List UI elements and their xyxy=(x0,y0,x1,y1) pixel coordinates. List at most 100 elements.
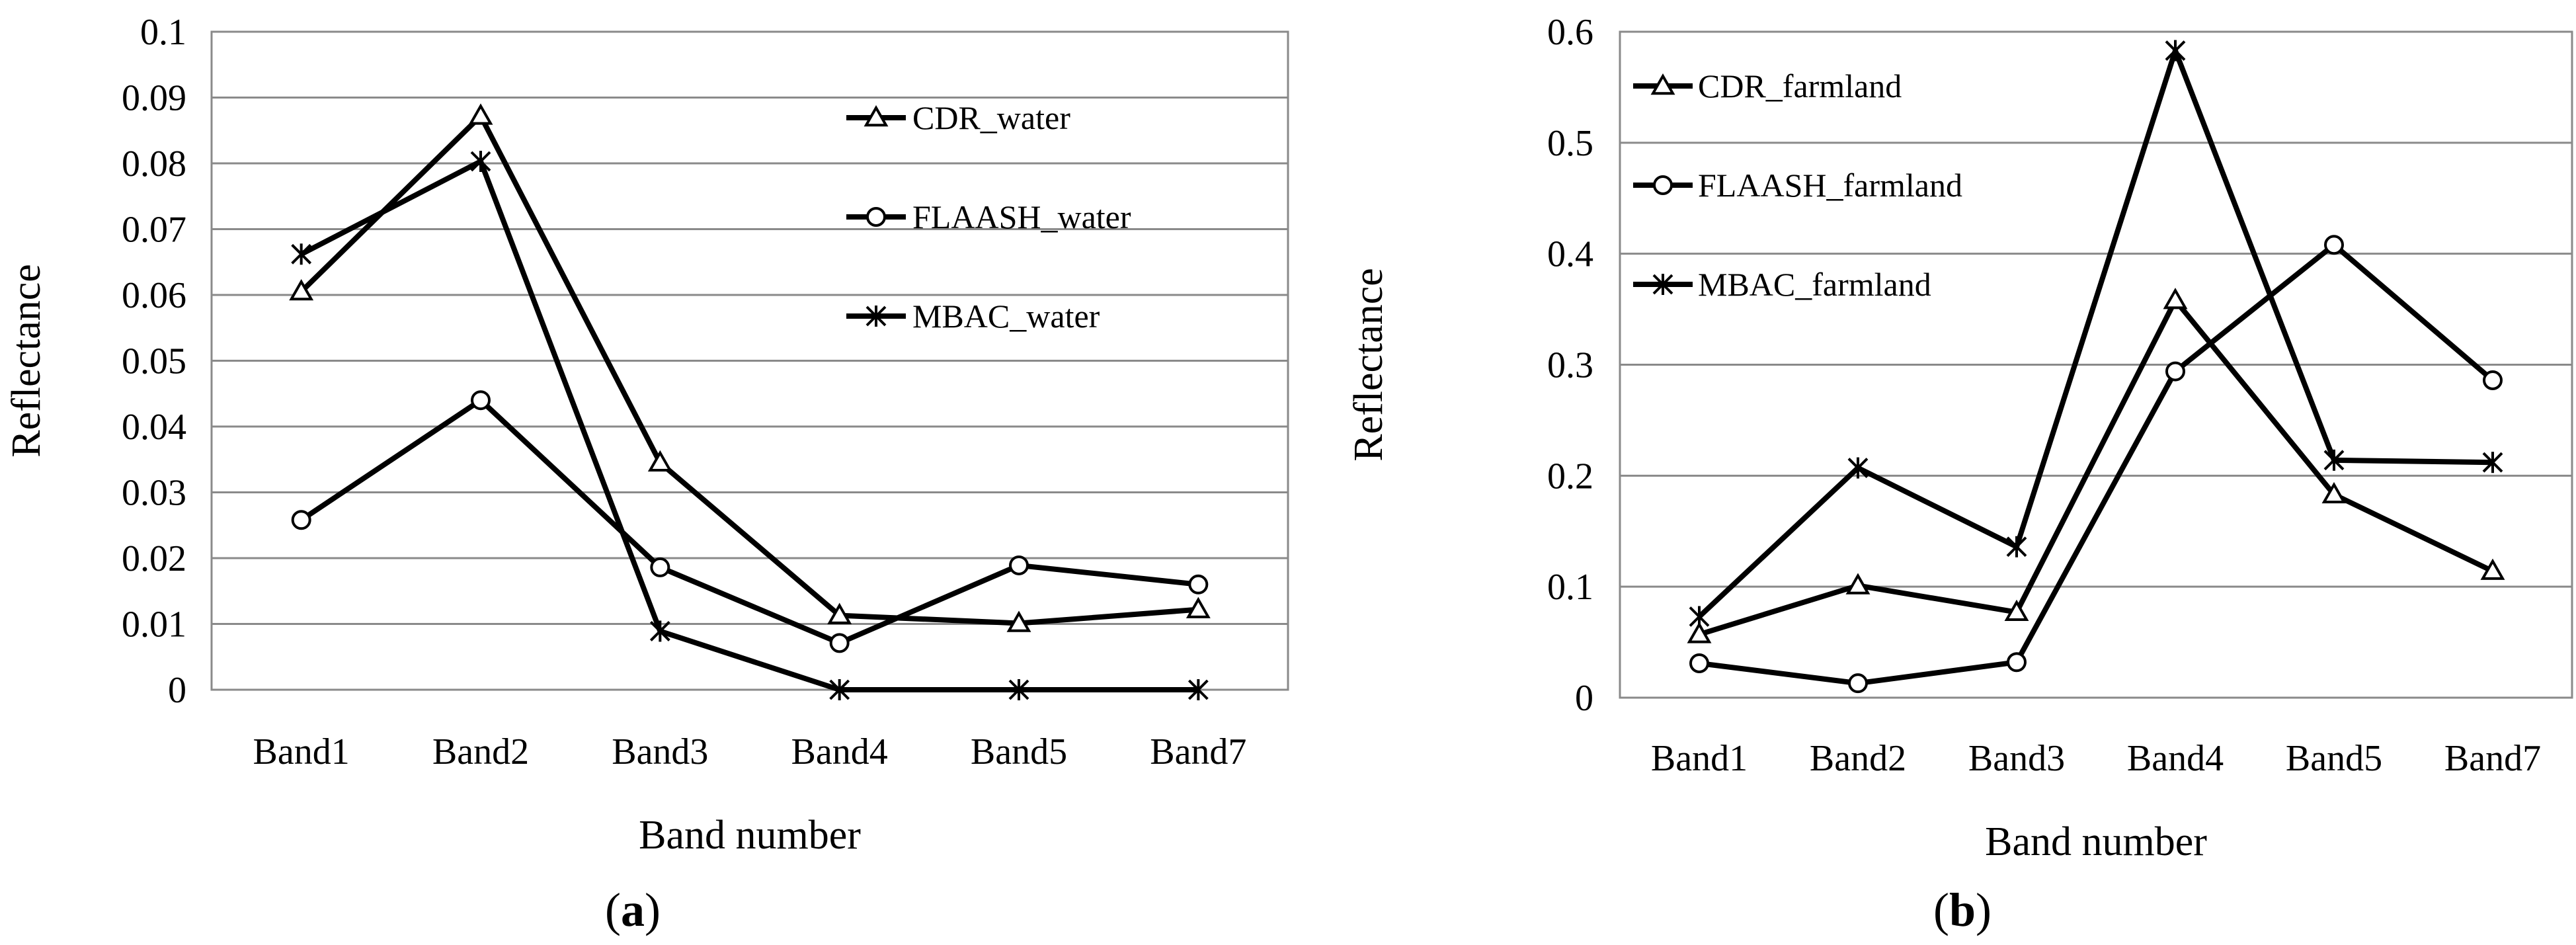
data-point-triangle-marker xyxy=(1845,573,1871,595)
x-tick-label: Band3 xyxy=(612,731,708,772)
chart-a: 0 0.01 0.02 0.03 0.04 0.05 0.06 0.07 0.08 0.09 0.1… xyxy=(4,12,1289,936)
data-point-circle-marker xyxy=(2483,370,2503,390)
y-tick-label: 0.3 xyxy=(1547,345,1593,386)
y-tick-label: 0.01 xyxy=(122,604,186,645)
legend: CDR_water FLAASH_water MBAC_water xyxy=(846,99,1131,335)
legend-item: FLAASH_water xyxy=(846,198,1131,235)
x-tick-label: Band7 xyxy=(1150,731,1246,772)
data-point-triangle-marker xyxy=(468,103,493,125)
x-tick-label: Band2 xyxy=(1810,738,1906,779)
data-point-triangle-marker xyxy=(1687,622,1712,643)
data-point-triangle-marker xyxy=(2163,288,2188,309)
legend-item: FLAASH_farmland xyxy=(1633,167,1962,204)
series-line-CDR_water xyxy=(299,113,1199,626)
x-tick-label: Band7 xyxy=(2444,738,2541,779)
legend-star-marker xyxy=(865,306,887,327)
data-point-triangle-marker xyxy=(2004,599,2029,622)
data-point-star-marker xyxy=(1008,679,1029,700)
data-point-triangle-marker xyxy=(289,278,314,301)
data-point-star-marker xyxy=(291,243,312,265)
legend-circle-marker xyxy=(1653,175,1673,195)
series-FLAASH_water xyxy=(291,390,1209,653)
data-point-star-marker xyxy=(649,620,670,642)
data-point-circle-marker xyxy=(1009,555,1029,575)
legend-item: CDR_water xyxy=(846,99,1070,136)
figure-caption: (b) xyxy=(1933,883,1992,936)
data-point-triangle-marker xyxy=(2480,558,2505,580)
legend-triangle-marker xyxy=(1650,73,1675,95)
data-point-circle-marker xyxy=(2007,652,2027,673)
caption-letter: b xyxy=(1949,883,1976,936)
legend-item: MBAC_farmland xyxy=(1633,266,1931,303)
series-CDR_farmland xyxy=(1687,288,2505,643)
y-tick-label: 0 xyxy=(1575,678,1593,719)
y-tick-label: 0.02 xyxy=(122,538,186,579)
y-axis-title: Reflectance xyxy=(4,264,49,458)
series-line-FLAASH_water xyxy=(300,397,1199,646)
y-tick-label: 0.2 xyxy=(1547,456,1593,497)
legend-label: FLAASH_farmland xyxy=(1698,167,1962,204)
data-point-star-marker xyxy=(1689,606,1710,628)
x-tick-label: Band1 xyxy=(1651,738,1748,779)
x-tick-label: Band5 xyxy=(971,731,1067,772)
y-tick-label: 0.05 xyxy=(122,341,186,382)
series-line-MBAC_water xyxy=(300,159,1199,692)
data-point-circle-marker xyxy=(650,557,670,577)
data-point-star-marker xyxy=(470,151,491,173)
legend: CDR_farmland FLAASH_farmland MBAC_farmland xyxy=(1633,67,1962,303)
y-tick-label: 0.08 xyxy=(122,144,186,185)
y-tick-label: 0.5 xyxy=(1547,123,1593,164)
data-point-star-marker xyxy=(2165,40,2186,62)
series-MBAC_water xyxy=(291,151,1209,700)
legend-star-marker xyxy=(1652,274,1673,295)
data-point-star-marker xyxy=(2006,536,2027,557)
x-axis-title: Band number xyxy=(1985,819,2207,864)
legend-circle-marker xyxy=(866,207,886,227)
series-line-MBAC_farmland xyxy=(1697,48,2493,619)
y-tick-label: 0.09 xyxy=(122,78,186,119)
series-CDR_water xyxy=(289,103,1211,632)
x-tick-label: Band5 xyxy=(2286,738,2382,779)
chart-b: 0 0.1 0.2 0.3 0.4 0.5 0.6 Band1 Band2 Band3 Band4 B… xyxy=(1346,12,2573,936)
x-tick-label: Band1 xyxy=(253,731,350,772)
data-point-circle-marker xyxy=(1848,673,1868,694)
legend-label: CDR_water xyxy=(912,99,1070,136)
caption-letter: a xyxy=(621,883,645,936)
series-FLAASH_farmland xyxy=(1689,235,2503,694)
y-tick-label: 0.03 xyxy=(122,473,186,514)
legend-label: FLAASH_water xyxy=(912,198,1131,235)
y-tick-label: 0.1 xyxy=(140,12,186,53)
y-tick-label: 0.1 xyxy=(1547,567,1593,608)
data-point-circle-marker xyxy=(829,633,850,653)
legend-label: CDR_farmland xyxy=(1698,67,1902,104)
x-tick-label: Band4 xyxy=(2127,738,2224,779)
x-tick-label: Band4 xyxy=(791,731,888,772)
y-axis-title: Reflectance xyxy=(1346,268,1391,462)
data-point-circle-marker xyxy=(2324,235,2344,255)
series-MBAC_farmland xyxy=(1689,40,2503,628)
data-point-triangle-marker xyxy=(1006,610,1031,632)
data-point-circle-marker xyxy=(2165,361,2185,382)
data-point-star-marker xyxy=(829,679,850,700)
legend-triangle-marker xyxy=(864,104,889,127)
y-tick-label: 0.06 xyxy=(122,275,186,316)
legend-item: MBAC_water xyxy=(846,298,1100,335)
y-tick-label: 0.07 xyxy=(122,210,186,251)
series-line-FLAASH_farmland xyxy=(1699,242,2495,686)
data-point-triangle-marker xyxy=(1186,596,1211,618)
x-axis-title: Band number xyxy=(639,813,861,858)
legend-label: MBAC_farmland xyxy=(1698,266,1931,303)
figure-caption: (a) xyxy=(605,883,661,936)
data-point-circle-marker xyxy=(1188,574,1209,595)
data-point-triangle-marker xyxy=(827,602,852,624)
data-point-triangle-marker xyxy=(647,450,672,472)
x-tick-label: Band3 xyxy=(1968,738,2065,779)
data-point-star-marker xyxy=(2323,449,2345,471)
y-tick-label: 0 xyxy=(168,670,186,711)
y-tick-label: 0.04 xyxy=(122,407,186,448)
data-point-star-marker xyxy=(2482,452,2503,473)
data-point-triangle-marker xyxy=(2321,481,2347,504)
series-line-CDR_farmland xyxy=(1698,298,2494,637)
legend-label: MBAC_water xyxy=(912,298,1100,335)
